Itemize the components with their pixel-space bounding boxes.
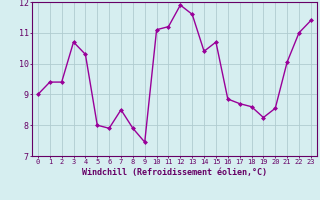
X-axis label: Windchill (Refroidissement éolien,°C): Windchill (Refroidissement éolien,°C): [82, 168, 267, 177]
